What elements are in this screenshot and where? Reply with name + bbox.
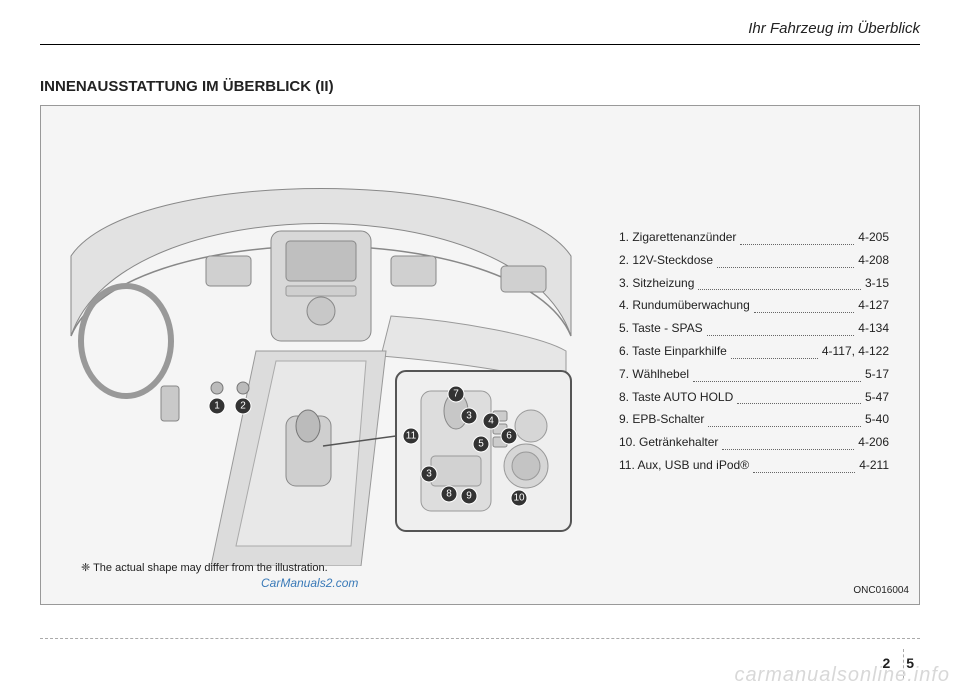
callout-number: 8 (446, 489, 452, 500)
header-rule (40, 44, 920, 45)
dashboard-illustration: 12734651138910 (61, 126, 581, 566)
legend-dots (731, 340, 818, 359)
legend-item-label: 3. Sitzheizung (619, 272, 694, 295)
watermark-carmanuals2: CarManuals2.com (261, 576, 358, 590)
legend-dots (693, 363, 861, 382)
legend-item-label: 9. EPB-Schalter (619, 408, 704, 431)
legend-list: 1. Zigarettenanzünder 4-2052. 12V-Steckd… (619, 226, 889, 477)
callout-number: 4 (488, 416, 494, 427)
header-chapter-title: Ihr Fahrzeug im Überblick (748, 20, 920, 37)
callout-number: 9 (466, 491, 472, 502)
legend-item-label: 6. Taste Einparkhilfe (619, 340, 727, 363)
legend-dots (740, 226, 854, 245)
legend-item-label: 4. Rundumüberwachung (619, 294, 750, 317)
legend-item-label: 8. Taste AUTO HOLD (619, 386, 733, 409)
content-box: 12734651138910 1. Zigarettenanzünder 4-2… (40, 105, 920, 605)
legend-item: 4. Rundumüberwachung 4-127 (619, 294, 889, 317)
callout-number: 3 (426, 469, 432, 480)
legend-item-page: 4-206 (858, 431, 889, 454)
legend-item: 1. Zigarettenanzünder 4-205 (619, 226, 889, 249)
footnote: ❈ The actual shape may differ from the i… (81, 561, 328, 574)
legend-dots (717, 249, 854, 268)
legend-dots (707, 317, 855, 336)
dashboard-svg: 12734651138910 (61, 126, 581, 566)
legend-dots (737, 386, 861, 405)
legend-item-label: 7. Wählhebel (619, 363, 689, 386)
legend-item-page: 4-134 (858, 317, 889, 340)
footer-dashed-line (40, 638, 920, 639)
callout-number: 7 (453, 389, 459, 400)
callout-number: 1 (214, 401, 220, 412)
legend-item-label: 2. 12V-Steckdose (619, 249, 713, 272)
page: Ihr Fahrzeug im Überblick INNENAUSSTATTU… (40, 20, 920, 659)
legend-item-page: 4-211 (859, 454, 889, 477)
legend-dots (708, 408, 861, 427)
legend-item-page: 5-17 (865, 363, 889, 386)
callout-number: 3 (466, 411, 472, 422)
legend-item-label: 11. Aux, USB und iPod® (619, 454, 749, 477)
legend-item-page: 4-205 (858, 226, 889, 249)
legend-item: 8. Taste AUTO HOLD 5-47 (619, 386, 889, 409)
legend-dots (722, 431, 854, 450)
legend-item-label: 5. Taste - SPAS (619, 317, 703, 340)
legend-item: 2. 12V-Steckdose 4-208 (619, 249, 889, 272)
legend-item: 11. Aux, USB und iPod® 4-211 (619, 454, 889, 477)
image-code: ONC016004 (853, 585, 909, 596)
callout-number: 5 (478, 439, 484, 450)
legend-dots (753, 454, 855, 473)
legend-item-label: 10. Getränkehalter (619, 431, 718, 454)
legend-item-page: 4-127 (858, 294, 889, 317)
header: Ihr Fahrzeug im Überblick (40, 20, 920, 60)
site-watermark: carmanualsonline.info (734, 664, 950, 687)
legend-item-page: 4-208 (858, 249, 889, 272)
legend-dots (754, 294, 855, 313)
legend-item: 5. Taste - SPAS 4-134 (619, 317, 889, 340)
legend-item: 6. Taste Einparkhilfe 4-117, 4-122 (619, 340, 889, 363)
legend-item-page: 5-40 (865, 408, 889, 431)
legend-item-page: 5-47 (865, 386, 889, 409)
legend-dots (698, 272, 861, 291)
legend-item: 9. EPB-Schalter 5-40 (619, 408, 889, 431)
legend-item: 7. Wählhebel 5-17 (619, 363, 889, 386)
section-title: INNENAUSSTATTUNG IM ÜBERBLICK (II) (40, 78, 920, 95)
callout-number: 6 (506, 431, 512, 442)
legend-item: 10. Getränkehalter 4-206 (619, 431, 889, 454)
callout-number: 2 (240, 401, 246, 412)
callout-number: 10 (513, 493, 525, 504)
callout-number: 11 (406, 431, 417, 442)
legend-item-page: 4-117, 4-122 (822, 340, 889, 363)
legend-item-label: 1. Zigarettenanzünder (619, 226, 736, 249)
legend-item-page: 3-15 (865, 272, 889, 295)
legend-item: 3. Sitzheizung 3-15 (619, 272, 889, 295)
